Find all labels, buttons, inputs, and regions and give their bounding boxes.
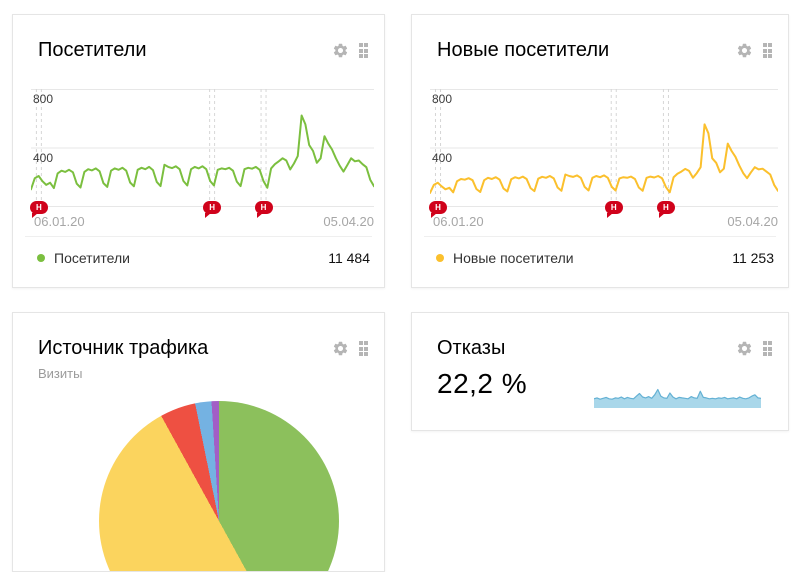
widget-bounces: Отказы 22,2 % <box>411 312 789 431</box>
drag-handle-icon[interactable] <box>358 341 368 356</box>
legend-value: 11 253 <box>732 250 774 266</box>
settings-gear-icon[interactable] <box>332 42 349 59</box>
note-badge[interactable]: Н <box>656 201 675 218</box>
traffic-source-pie-chart[interactable] <box>99 401 339 571</box>
legend-label: Посетители <box>54 250 130 266</box>
bounces-sparkline-chart[interactable] <box>594 386 761 408</box>
note-badge[interactable]: Н <box>604 201 623 218</box>
legend-row[interactable]: Новые посетители 11 253 <box>424 236 776 266</box>
y-axis-label-400: 400 <box>432 151 453 165</box>
widget-title: Посетители <box>38 39 147 61</box>
settings-gear-icon[interactable] <box>332 340 349 357</box>
settings-gear-icon[interactable] <box>736 340 753 357</box>
note-badge[interactable]: Н <box>203 201 222 218</box>
visitors-line-chart[interactable] <box>31 89 374 207</box>
widget-title: Источник трафика <box>38 337 209 359</box>
note-badge[interactable]: Н <box>429 201 447 218</box>
date-end-label: 05.04.20 <box>323 214 374 229</box>
date-end-label: 05.04.20 <box>727 214 778 229</box>
drag-handle-icon[interactable] <box>358 43 368 58</box>
widget-new-visitors: Новые посетители 800 400 Н Н Н 06.01.20 05… <box>411 14 789 288</box>
y-axis-label-800: 800 <box>432 92 453 106</box>
settings-gear-icon[interactable] <box>736 42 753 59</box>
widget-traffic-source: Источник трафика Визиты <box>12 312 385 572</box>
date-start-label: 06.01.20 <box>433 214 484 229</box>
bounce-rate-value: 22,2 % <box>437 368 528 399</box>
note-badge[interactable]: Н <box>29 201 48 218</box>
legend-value: 11 484 <box>328 250 370 266</box>
note-badge[interactable]: Н <box>254 201 273 218</box>
legend-dot <box>436 254 444 262</box>
y-axis-label-400: 400 <box>33 151 54 165</box>
widget-title: Новые посетители <box>437 39 610 61</box>
widget-visitors: Посетители 800 400 Н Н Н 06.01.20 05.04.20… <box>12 14 385 288</box>
legend-label: Новые посетители <box>453 250 574 266</box>
legend-row[interactable]: Посетители 11 484 <box>25 236 372 266</box>
drag-handle-icon[interactable] <box>762 43 772 58</box>
legend-dot <box>37 254 45 262</box>
widget-title: Отказы <box>437 337 506 359</box>
date-start-label: 06.01.20 <box>34 214 85 229</box>
new-visitors-line-chart[interactable] <box>430 89 778 207</box>
drag-handle-icon[interactable] <box>762 341 772 356</box>
widget-subtitle: Визиты <box>38 366 83 381</box>
y-axis-label-800: 800 <box>33 92 54 106</box>
